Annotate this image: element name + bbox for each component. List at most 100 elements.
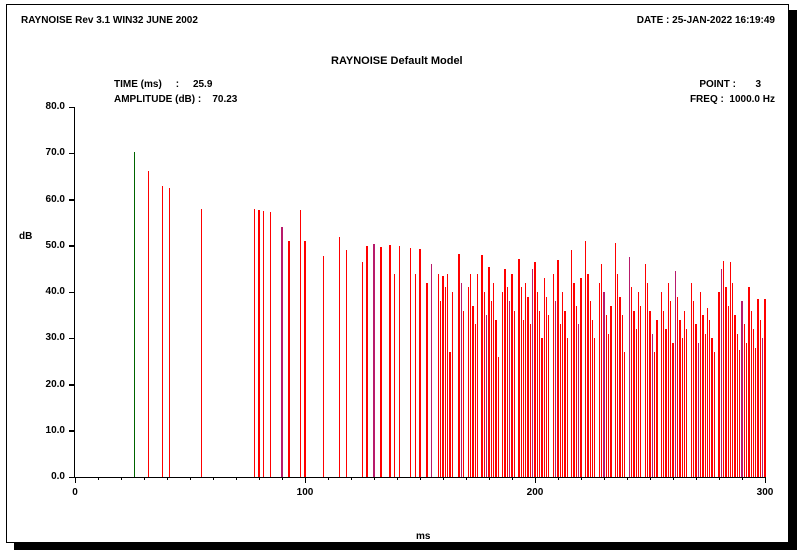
impulse-bar	[521, 287, 522, 477]
impulse-bar	[661, 292, 662, 477]
impulse-bar	[725, 287, 726, 477]
impulse-bar	[594, 338, 595, 477]
y-tick	[69, 430, 75, 432]
x-minor-tick	[397, 477, 398, 480]
impulse-bar	[495, 320, 496, 477]
y-tick	[69, 199, 75, 201]
impulse-bar	[514, 311, 515, 478]
impulse-bar	[553, 274, 554, 478]
impulse-bar	[564, 311, 565, 478]
impulse-bar	[723, 261, 724, 477]
impulse-bar	[530, 324, 531, 477]
impulse-bar	[511, 274, 512, 478]
impulse-bar	[481, 255, 482, 477]
x-tick	[75, 477, 77, 483]
impulse-bar	[592, 320, 593, 477]
impulse-bar	[447, 274, 448, 478]
impulse-bar	[562, 292, 563, 477]
y-tick	[69, 107, 75, 109]
impulse-bar	[270, 212, 271, 477]
impulse-bar	[590, 301, 591, 477]
impulse-bar	[162, 186, 163, 477]
y-tick	[69, 153, 75, 155]
x-minor-tick	[512, 477, 513, 480]
impulse-bar	[419, 249, 420, 477]
impulse-bar	[578, 324, 579, 477]
impulse-bar	[764, 299, 765, 477]
impulse-bar	[431, 264, 432, 477]
impulse-bar	[134, 152, 135, 477]
impulse-bar	[518, 259, 519, 477]
impulse-bar	[380, 247, 381, 477]
x-minor-tick	[420, 477, 421, 480]
impulse-bar	[546, 297, 547, 477]
impulse-bar	[527, 297, 528, 477]
y-tick-label: 10.0	[25, 425, 65, 436]
impulse-bar	[746, 343, 747, 477]
impulse-bar	[636, 329, 637, 477]
impulse-bar	[652, 334, 653, 477]
y-tick	[69, 292, 75, 294]
info-amp-value: 70.23	[212, 94, 237, 105]
impulse-bar	[491, 301, 492, 477]
impulse-bar	[633, 311, 634, 478]
info-amplitude: AMPLITUDE (dB) : 70.23	[114, 94, 237, 105]
impulse-bar	[389, 245, 390, 477]
impulse-bar	[571, 250, 572, 477]
impulse-bar	[665, 329, 666, 477]
impulse-bar	[619, 297, 620, 477]
impulse-bar	[677, 297, 678, 477]
impulse-bar	[760, 320, 761, 477]
y-tick-label: 0.0	[25, 471, 65, 482]
header-software-version: RAYNOISE Rev 3.1 WIN32 JUNE 2002	[21, 15, 198, 26]
info-freq-value: 1000.0 Hz	[729, 94, 775, 105]
impulse-bar	[762, 338, 763, 477]
x-tick-label: 200	[515, 487, 555, 498]
x-minor-tick	[328, 477, 329, 480]
impulse-bar	[438, 274, 439, 478]
impulse-bar	[737, 334, 738, 477]
impulse-bar	[148, 171, 149, 477]
impulse-bar	[718, 292, 719, 477]
impulse-bar	[493, 283, 494, 477]
impulse-bar	[394, 274, 395, 478]
impulse-bar	[587, 274, 588, 478]
impulse-bar	[373, 244, 374, 477]
impulse-bar	[702, 315, 703, 477]
impulse-bar	[707, 308, 708, 477]
x-minor-tick	[443, 477, 444, 480]
impulse-bar	[647, 283, 648, 477]
impulse-bar	[534, 262, 535, 477]
impulse-bar	[684, 311, 685, 478]
impulse-bar	[445, 287, 446, 477]
impulse-bar	[468, 287, 469, 477]
impulse-bar	[470, 274, 471, 478]
x-minor-tick	[489, 477, 490, 480]
impulse-bar	[741, 301, 742, 477]
x-minor-tick	[144, 477, 145, 480]
x-minor-tick	[673, 477, 674, 480]
page-root: RAYNOISE Rev 3.1 WIN32 JUNE 2002 DATE : …	[0, 0, 800, 559]
impulse-bar	[537, 292, 538, 477]
info-time: TIME (ms) : 25.9	[114, 79, 212, 90]
impulse-bar	[622, 315, 623, 477]
info-freq-label: FREQ :	[690, 94, 724, 105]
impulse-bar	[603, 292, 604, 477]
impulse-bar	[739, 350, 740, 477]
impulse-bar	[560, 324, 561, 477]
impulse-bar	[169, 188, 170, 477]
impulse-bar	[721, 269, 722, 477]
y-tick-label: 70.0	[25, 147, 65, 158]
header-date: DATE : 25-JAN-2022 16:19:49	[637, 15, 775, 26]
impulse-bar	[440, 301, 441, 477]
info-time-label: TIME (ms)	[114, 79, 162, 90]
impulse-bar	[576, 306, 577, 477]
impulse-bar	[599, 283, 600, 477]
impulse-bar	[567, 338, 568, 477]
impulse-bar	[629, 257, 630, 477]
impulse-bar	[339, 237, 340, 478]
x-tick-label: 100	[285, 487, 325, 498]
impulse-bar	[601, 264, 602, 477]
x-minor-tick	[121, 477, 122, 480]
impulse-bar	[656, 320, 657, 477]
